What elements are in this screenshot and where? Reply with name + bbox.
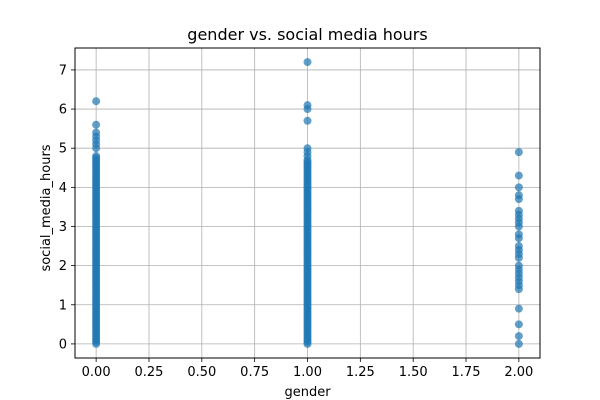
y-tick-label: 7 [59,63,67,78]
data-point [92,97,101,106]
data-point [303,116,312,125]
x-tick-label: 0.25 [135,365,164,380]
x-tick-label: 1.25 [346,365,375,380]
y-tick-label: 4 [59,181,67,196]
x-tick-label: 0.75 [240,365,269,380]
data-point [514,339,523,348]
data-point [514,206,523,215]
y-tick-label: 3 [59,220,67,235]
data-point [514,148,523,157]
data-point [303,144,312,153]
data-point [514,304,523,313]
data-point [514,242,523,251]
data-points [92,58,523,348]
data-point [92,128,101,137]
data-point [92,120,101,129]
data-point [303,58,312,67]
data-point [514,191,523,200]
x-axis-ticks: 0.00 0.25 0.50 0.75 1.00 1.25 1.50 1.75 2.00 [82,358,533,380]
y-axis-ticks: 0 1 2 3 4 5 6 7 [59,63,75,352]
y-axis-label: social_media_hours [39,144,54,271]
data-point [514,230,523,239]
y-tick-label: 5 [59,142,67,157]
data-point [303,101,312,110]
y-tick-label: 2 [59,259,67,274]
x-tick-label: 1.75 [452,365,481,380]
x-axis-label: gender [284,385,331,400]
y-tick-label: 0 [59,337,67,352]
data-point [514,183,523,192]
y-tick-label: 6 [59,103,67,118]
x-tick-label: 2.00 [504,365,533,380]
x-tick-label: 1.50 [399,365,428,380]
x-tick-label: 0.50 [187,365,216,380]
data-point [514,261,523,270]
data-point [514,320,523,329]
y-tick-label: 1 [59,298,67,313]
data-point [514,171,523,180]
x-tick-label: 1.00 [293,365,322,380]
x-tick-label: 0.00 [82,365,111,380]
chart-title: gender vs. social media hours [187,25,427,44]
data-point [92,152,101,161]
data-point [514,332,523,341]
